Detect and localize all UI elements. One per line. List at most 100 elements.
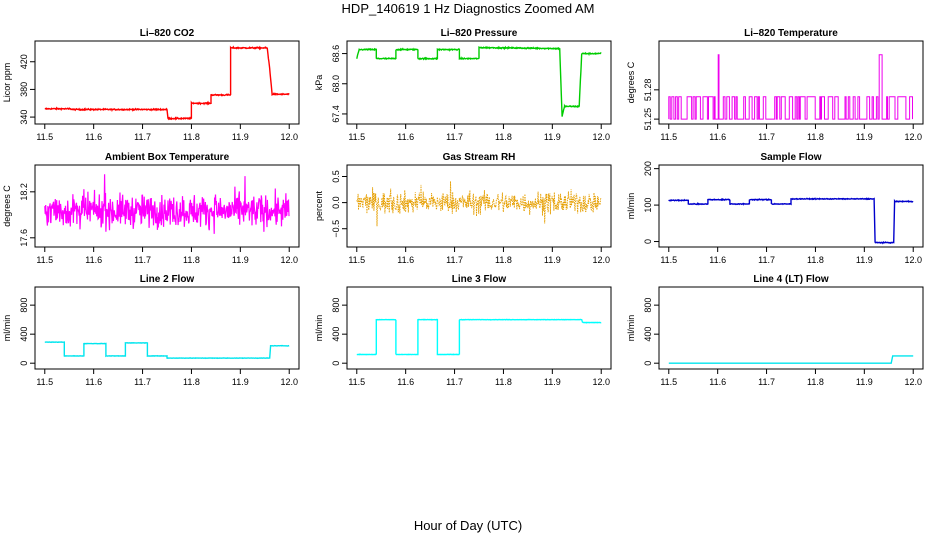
series-line xyxy=(668,197,914,245)
panel-line4: Line 4 (LT) Flow 11.5 11.6 11.7 11.8 11.9 12.0… xyxy=(626,274,924,387)
x-tick-label: 11.7 xyxy=(446,255,463,265)
y-axis-label: ml/min xyxy=(314,315,324,342)
y-tick-label: 400 xyxy=(19,327,29,342)
y-axis-label: degrees C xyxy=(626,61,636,103)
y-axis-label: Licor ppm xyxy=(2,63,12,103)
y-tick-label: −0.5 xyxy=(331,220,341,238)
x-tick-label: 12.0 xyxy=(280,377,298,387)
plot-frame xyxy=(34,164,300,248)
panel-title: Li–820 Pressure xyxy=(441,28,518,39)
plot-frame xyxy=(658,164,924,248)
x-tick-label: 11.8 xyxy=(495,377,512,387)
x-tick-label: 11.6 xyxy=(709,255,726,265)
x-tick-label: 11.9 xyxy=(232,132,249,142)
x-tick-label: 11.6 xyxy=(85,132,102,142)
y-tick-label: 340 xyxy=(19,110,29,125)
x-tick-label: 11.5 xyxy=(660,255,677,265)
x-tick-label: 11.7 xyxy=(446,377,463,387)
panel-temp: Li–820 Temperature 11.5 11.6 11.7 11.8 11.9 12… xyxy=(626,28,924,142)
panel-line2: Line 2 Flow 11.5 11.6 11.7 11.8 11.9 12.0 0 400 8… xyxy=(2,274,300,387)
series-line xyxy=(668,355,914,364)
x-tick-label: 11.6 xyxy=(709,132,726,142)
x-tick-label: 11.9 xyxy=(856,377,873,387)
y-tick-label: 800 xyxy=(19,298,29,313)
series-line xyxy=(44,174,290,234)
x-tick-label: 11.8 xyxy=(495,132,512,142)
y-tick-label: 0.5 xyxy=(331,170,341,183)
x-tick-label: 11.5 xyxy=(348,377,365,387)
panel-line3: Line 3 Flow 11.5 11.6 11.7 11.8 11.9 12.0 0 400 8… xyxy=(314,274,612,387)
x-tick-label: 11.5 xyxy=(660,132,677,142)
x-tick-label: 11.8 xyxy=(807,132,824,142)
plot-frame xyxy=(346,286,612,370)
x-tick-label: 11.5 xyxy=(348,132,365,142)
x-tick-label: 11.8 xyxy=(183,132,200,142)
y-axis-label: ml/min xyxy=(2,315,12,342)
x-tick-label: 11.7 xyxy=(758,132,775,142)
panel-sample: Sample Flow 11.5 11.6 11.7 11.8 11.9 12.0 0 100 2… xyxy=(626,152,924,265)
panel-title: Gas Stream RH xyxy=(443,152,516,163)
y-tick-label: 100 xyxy=(643,198,653,213)
panel-title: Line 3 Flow xyxy=(452,274,507,285)
x-tick-label: 11.8 xyxy=(495,255,512,265)
x-tick-label: 12.0 xyxy=(280,255,298,265)
plot-frame xyxy=(34,40,300,125)
y-tick-label: 380 xyxy=(19,82,29,97)
series-line xyxy=(356,318,602,356)
x-tick-label: 11.8 xyxy=(183,377,200,387)
series-line xyxy=(44,45,290,121)
panel-co2: Li–820 CO2 11.5 11.6 11.7 11.8 11.9 12.0 340 380… xyxy=(2,28,300,142)
y-axis-label: ml/min xyxy=(626,315,636,342)
x-tick-label: 12.0 xyxy=(904,132,922,142)
x-tick-label: 11.5 xyxy=(36,132,53,142)
x-tick-label: 11.8 xyxy=(183,255,200,265)
y-tick-label: 800 xyxy=(643,298,653,313)
y-tick-label: 68.0 xyxy=(331,75,341,93)
panel-title: Sample Flow xyxy=(760,152,821,163)
x-tick-label: 12.0 xyxy=(592,377,610,387)
x-tick-label: 11.9 xyxy=(544,255,561,265)
panel-rh: Gas Stream RH 11.5 11.6 11.7 11.8 11.9 12.0 −0.… xyxy=(314,152,612,265)
x-tick-label: 11.9 xyxy=(232,255,249,265)
x-tick-label: 11.7 xyxy=(758,255,775,265)
y-tick-label: 51.25 xyxy=(643,108,653,131)
panel-title: Line 2 Flow xyxy=(140,274,195,285)
x-tick-label: 12.0 xyxy=(904,255,922,265)
x-tick-label: 12.0 xyxy=(592,255,610,265)
x-tick-label: 11.7 xyxy=(134,132,151,142)
y-tick-label: 420 xyxy=(19,54,29,69)
panel-title: Ambient Box Temperature xyxy=(105,152,230,163)
panel-title: Line 4 (LT) Flow xyxy=(753,274,829,285)
x-axis-title: Hour of Day (UTC) xyxy=(413,518,523,533)
plot-frame xyxy=(658,286,924,370)
panel-title: Li–820 CO2 xyxy=(140,28,195,39)
x-tick-label: 11.6 xyxy=(709,377,726,387)
y-tick-label: 68.6 xyxy=(331,45,341,63)
panel-title: Li–820 Temperature xyxy=(744,28,838,39)
x-tick-label: 11.5 xyxy=(36,377,53,387)
y-tick-label: 67.4 xyxy=(331,105,341,123)
y-tick-label: 400 xyxy=(643,327,653,342)
x-tick-label: 11.6 xyxy=(85,377,102,387)
x-tick-label: 11.7 xyxy=(134,255,151,265)
y-tick-label: 0 xyxy=(331,361,341,366)
plot-frame xyxy=(34,286,300,370)
x-tick-label: 11.7 xyxy=(134,377,151,387)
x-tick-label: 11.6 xyxy=(85,255,102,265)
x-tick-label: 11.9 xyxy=(544,377,561,387)
y-tick-label: 0.0 xyxy=(331,196,341,209)
panel-ambient: Ambient Box Temperature 11.5 11.6 11.7 11.8 1… xyxy=(2,152,300,265)
x-tick-label: 11.9 xyxy=(856,132,873,142)
y-tick-label: 18.2 xyxy=(19,183,29,201)
x-tick-label: 11.9 xyxy=(856,255,873,265)
x-tick-label: 11.5 xyxy=(348,255,365,265)
x-tick-label: 11.8 xyxy=(807,255,824,265)
figure-title: HDP_140619 1 Hz Diagnostics Zoomed AM xyxy=(341,1,595,16)
y-tick-label: 200 xyxy=(643,161,653,176)
y-axis-label: degrees C xyxy=(2,185,12,227)
series-line xyxy=(356,45,602,117)
y-axis-label: percent xyxy=(314,190,324,221)
x-tick-label: 11.6 xyxy=(397,377,414,387)
